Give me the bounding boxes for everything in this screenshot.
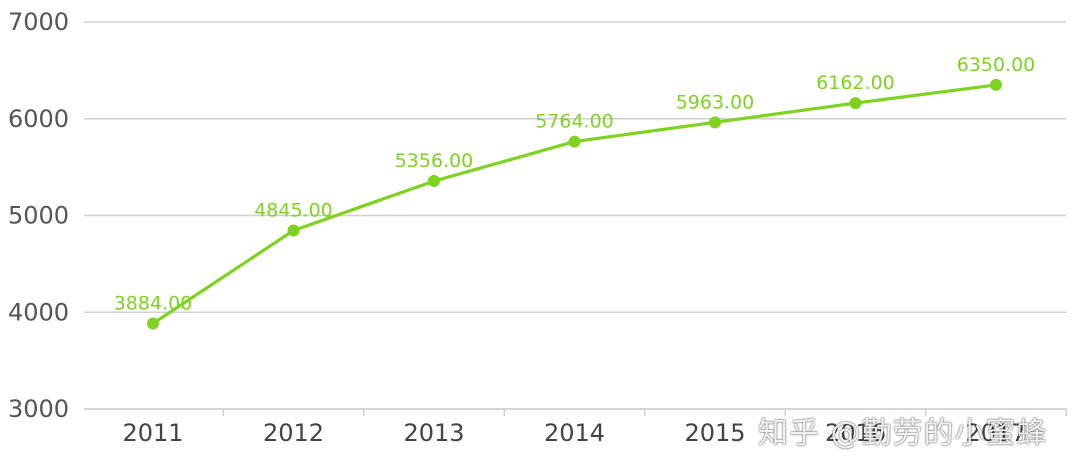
data-label: 6162.00 <box>816 72 895 94</box>
data-point <box>568 135 581 148</box>
data-point <box>428 175 440 188</box>
x-tick-label: 2012 <box>263 419 324 447</box>
y-axis-tick-labels: 3000 4000 5000 6000 7000 <box>8 8 69 423</box>
data-label: 4845.00 <box>254 199 333 221</box>
x-axis-tick-labels: 2011 2012 2013 2014 2015 2016 2017 <box>122 419 1026 447</box>
data-point <box>287 224 300 237</box>
grid-lines <box>84 21 1066 313</box>
data-point <box>709 116 721 129</box>
x-tick-label: 2014 <box>544 419 605 447</box>
y-tick-label: 4000 <box>8 298 69 326</box>
x-tick-label: 2016 <box>825 419 886 447</box>
y-tick-label: 3000 <box>8 395 69 423</box>
data-labels: 3884.00 4845.00 5356.00 5764.00 5963.00 6162.… <box>114 54 1036 315</box>
data-point <box>147 317 159 330</box>
y-tick-label: 5000 <box>8 202 69 230</box>
y-tick-label: 6000 <box>8 105 69 133</box>
series <box>147 78 1002 330</box>
data-label: 5356.00 <box>395 150 474 172</box>
data-label: 6350.00 <box>957 54 1036 76</box>
y-tick-label: 7000 <box>8 8 69 36</box>
x-axis <box>84 408 1067 416</box>
data-label: 5764.00 <box>535 111 614 133</box>
x-tick-label: 2015 <box>684 419 745 447</box>
data-point <box>849 97 862 110</box>
data-label: 3884.00 <box>114 292 193 314</box>
x-tick-label: 2011 <box>122 419 183 447</box>
data-point <box>990 78 1002 91</box>
x-tick-label: 2013 <box>403 419 464 447</box>
watermark: 知乎 @勤劳的小蜜蜂 <box>758 416 1048 451</box>
data-label: 5963.00 <box>676 91 755 113</box>
x-tick-label: 2017 <box>965 419 1026 447</box>
